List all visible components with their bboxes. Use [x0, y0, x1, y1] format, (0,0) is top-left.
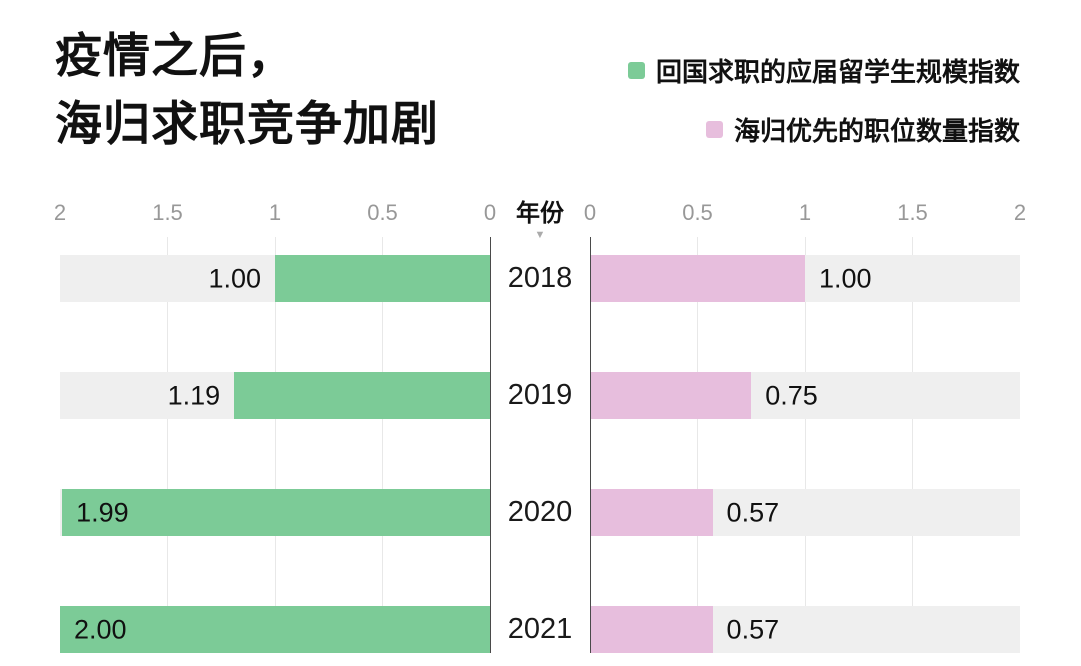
- tick-label: 0: [583, 200, 597, 225]
- bar-row-right-2020: 0.57: [590, 489, 1020, 536]
- year-axis-title: 年份: [516, 200, 564, 227]
- bar-value-label: 2.00: [74, 614, 127, 644]
- tick-label: 0.5: [682, 200, 713, 225]
- title-line-1: 疫情之后，: [55, 29, 295, 82]
- pink-swatch-icon: [705, 121, 723, 138]
- bar-row-right-2018: 1.00: [590, 255, 1020, 302]
- year-label: 2019: [507, 379, 573, 411]
- green-bar: [275, 255, 490, 302]
- legend-item-job-count: 海归优先的职位数量指数: [705, 111, 1020, 148]
- bar-row-right-2019: 0.75: [590, 372, 1020, 419]
- green-bar: [234, 372, 490, 419]
- chevron-down-icon: ▼: [534, 229, 546, 242]
- year-label: 2018: [507, 262, 573, 294]
- green-bar: [60, 606, 490, 653]
- legend-label: 回国求职的应届留学生规模指数: [655, 57, 1020, 87]
- right-axis-line: [590, 237, 591, 653]
- pink-bar: [590, 489, 713, 536]
- gridline: [167, 237, 168, 653]
- center-axis: 年份 ▼: [490, 200, 590, 246]
- bar-value-label: 0.57: [726, 614, 780, 644]
- bar-row-left-2021: 2.00: [60, 606, 490, 653]
- tick-label: 1.5: [152, 200, 183, 225]
- pink-bar: [590, 372, 752, 419]
- page-title: 疫情之后， 海归求职竞争加剧: [55, 22, 439, 158]
- bar-row-left-2019: 1.19: [60, 372, 490, 419]
- tick-label: 1: [268, 200, 282, 225]
- title-line-2: 海归求职竞争加剧: [55, 97, 439, 151]
- bar-row-left-2018: 1.00: [60, 255, 490, 302]
- bar-value-label: 1.00: [819, 263, 872, 293]
- legend-label: 海归优先的职位数量指数: [733, 116, 1020, 146]
- bar-value-label: 1.19: [167, 380, 221, 410]
- bar-row-right-2021: 0.57: [590, 606, 1020, 653]
- left-axis-ticks: 2 1.5 1 0.5 0: [54, 200, 496, 246]
- legend: 回国求职的应届留学生规模指数 海归优先的职位数量指数: [627, 52, 1020, 148]
- gridline: [912, 237, 913, 653]
- bar-value-label: 0.57: [726, 497, 780, 527]
- tick-label: 2: [1013, 200, 1027, 225]
- gridline: [382, 237, 383, 653]
- right-axis-ticks: 0 0.5 1 1.5 2: [584, 200, 1026, 246]
- tick-label: 1.5: [897, 200, 928, 225]
- axis-header: 2 1.5 1 0.5 0 年份 ▼ 0 0.5 1 1.5 2: [54, 200, 1026, 246]
- year-label: 2020: [507, 496, 573, 528]
- tick-label: 1: [798, 200, 812, 225]
- chart-rows: 1.00 2018 1.00 1.19 2019 0.75 1.99 2020 …: [60, 237, 1020, 653]
- gridline: [275, 237, 276, 653]
- bar-value-label: 0.75: [765, 380, 818, 410]
- tick-label: 0: [483, 200, 497, 225]
- pink-bar: [590, 255, 805, 302]
- year-label: 2021: [507, 613, 573, 645]
- gridline: [697, 237, 698, 653]
- tick-label: 0.5: [367, 200, 398, 225]
- diverging-bar-chart: 2 1.5 1 0.5 0 年份 ▼ 0 0.5 1 1.5 2 1.00: [54, 200, 1026, 653]
- left-axis-line: [490, 237, 491, 653]
- bar-value-label: 1.00: [208, 263, 261, 293]
- green-swatch-icon: [627, 62, 645, 79]
- pink-bar: [590, 606, 713, 653]
- green-bar: [62, 489, 490, 536]
- bar-value-label: 1.99: [76, 497, 129, 527]
- bar-row-left-2020: 1.99: [60, 489, 490, 536]
- tick-label: 2: [53, 200, 67, 225]
- legend-item-returnee-scale: 回国求职的应届留学生规模指数: [627, 52, 1020, 89]
- gridline: [805, 237, 806, 653]
